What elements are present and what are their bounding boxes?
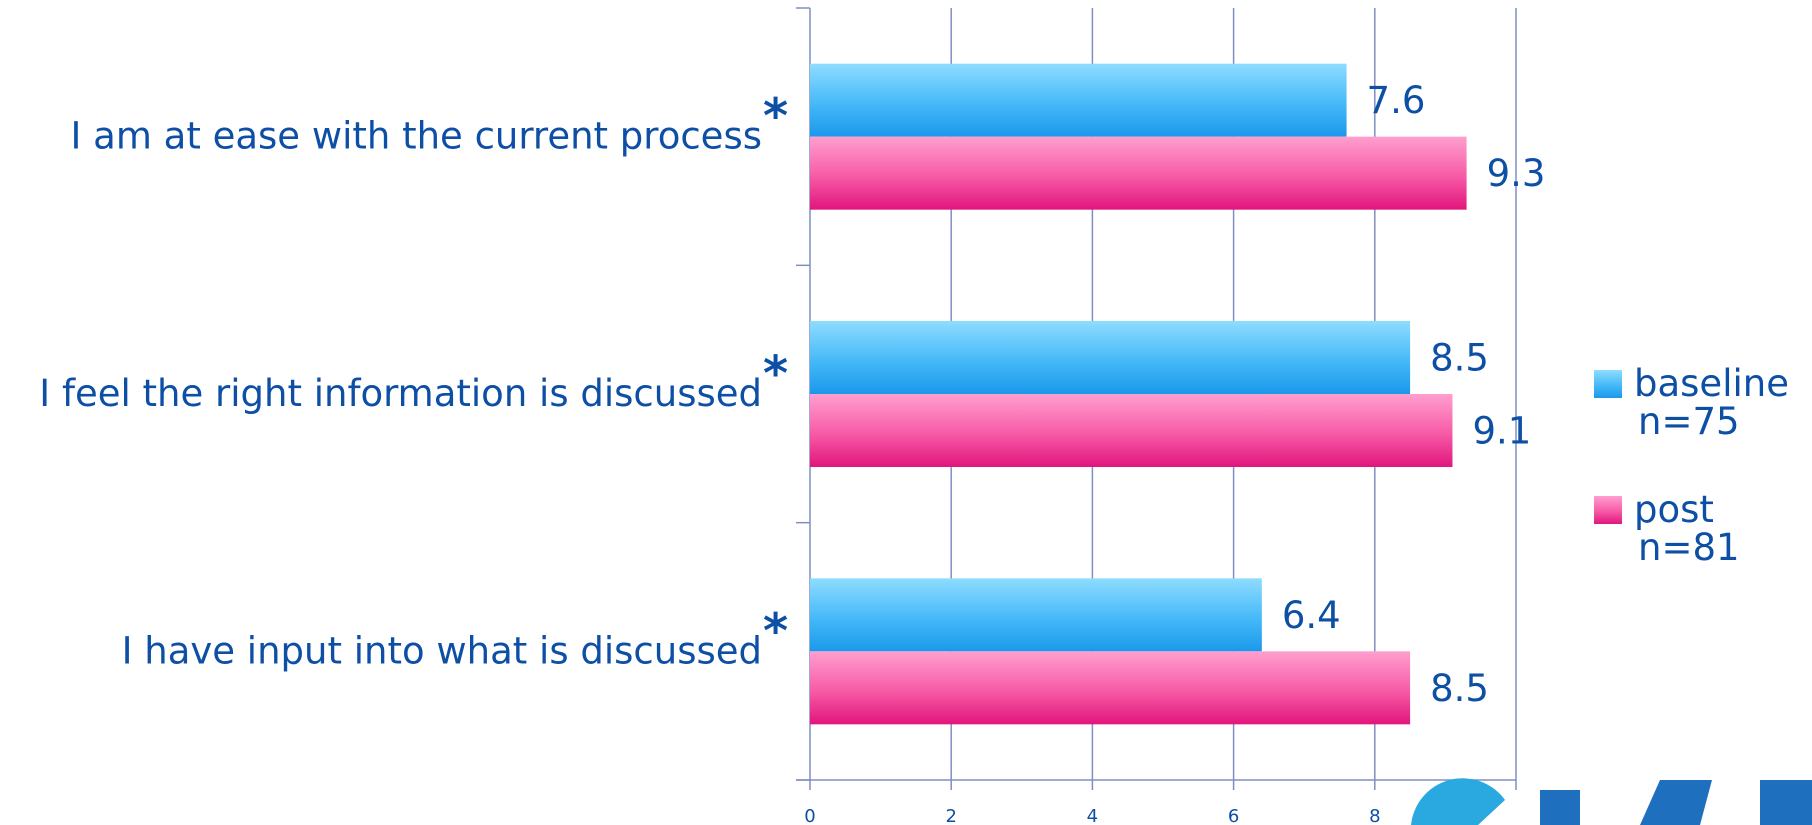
- data-label: 6.4: [1282, 594, 1341, 637]
- data-label: 7.6: [1367, 79, 1426, 122]
- x-tick-label: 4: [1087, 806, 1098, 825]
- legend-label: baseline: [1634, 362, 1789, 405]
- legend-sample-size: n=81: [1638, 526, 1740, 569]
- logo-arc-shape: [1411, 778, 1505, 825]
- data-label: 8.5: [1430, 337, 1489, 380]
- data-label: 9.3: [1487, 152, 1546, 195]
- x-tick-label: 8: [1369, 806, 1380, 825]
- category-label: I feel the right information is discusse…: [39, 372, 762, 415]
- bar-post: [810, 137, 1467, 210]
- legend-label: post: [1634, 488, 1714, 531]
- logo-bar-shape: [1540, 790, 1580, 825]
- logo-bar2-shape: [1760, 780, 1812, 825]
- x-tick-label: 6: [1228, 806, 1239, 825]
- legend-sample-size: n=75: [1638, 400, 1740, 443]
- category-label: I have input into what is discussed: [122, 629, 762, 672]
- significance-asterisk: *: [763, 89, 788, 145]
- bar-post: [810, 651, 1410, 724]
- legend-swatch-post: [1594, 496, 1622, 524]
- x-tick-label: 0: [804, 806, 815, 825]
- logo-fragment: [1411, 778, 1812, 825]
- data-label: 9.1: [1472, 410, 1531, 453]
- data-label: 8.5: [1430, 667, 1489, 710]
- bar-baseline: [810, 321, 1410, 394]
- bars: [810, 64, 1467, 725]
- legend-swatch-baseline: [1594, 370, 1622, 398]
- bar-baseline: [810, 64, 1347, 137]
- significance-asterisk: *: [763, 346, 788, 402]
- bar-baseline: [810, 578, 1262, 651]
- category-label: I am at ease with the current process: [71, 115, 763, 158]
- logo-k-shape: [1640, 780, 1712, 825]
- significance-asterisk: *: [763, 603, 788, 659]
- x-tick-label: 2: [945, 806, 956, 825]
- bar-post: [810, 394, 1452, 467]
